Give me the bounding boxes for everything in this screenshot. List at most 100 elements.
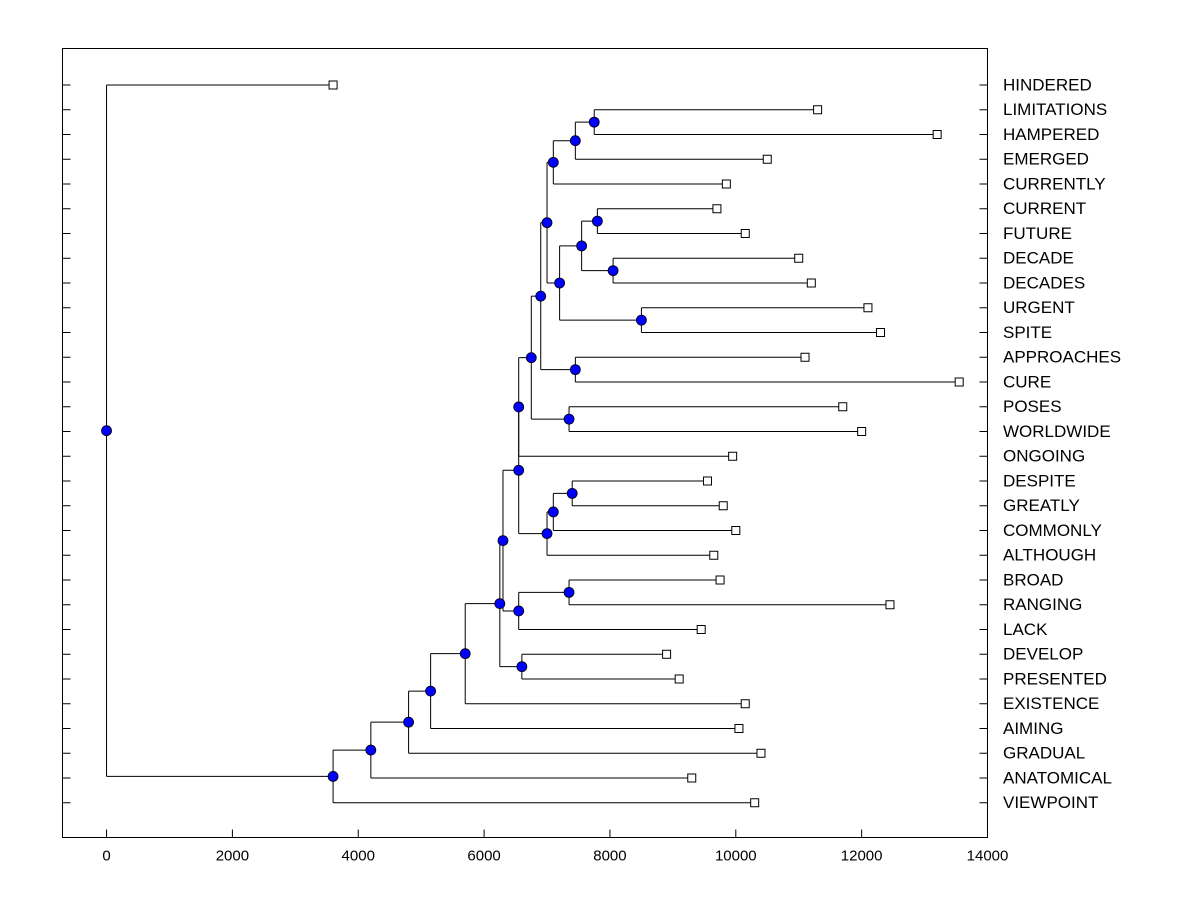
leaf-marker bbox=[674, 674, 684, 684]
leaf-label: SPITE bbox=[1003, 323, 1052, 342]
merge-node-marker bbox=[569, 135, 581, 147]
leaf-label: URGENT bbox=[1003, 298, 1075, 317]
leaf-marker bbox=[662, 649, 672, 659]
merge-node-marker bbox=[547, 506, 559, 518]
x-tick-label: 12000 bbox=[841, 848, 883, 865]
leaf-marker bbox=[721, 179, 731, 189]
leaf-marker bbox=[794, 253, 804, 263]
leaf-marker bbox=[750, 798, 760, 808]
merge-node-marker bbox=[425, 685, 437, 697]
x-tick-label: 0 bbox=[102, 848, 110, 865]
leaf-marker bbox=[687, 773, 697, 783]
leaf-marker bbox=[728, 451, 738, 461]
merge-node-marker bbox=[541, 217, 553, 229]
leaf-marker bbox=[715, 575, 725, 585]
leaf-label: DESPITE bbox=[1003, 471, 1076, 490]
leaf-labels: HINDERED LIMITATIONS HAMPERED EMERGED CURREN… bbox=[1003, 75, 1121, 812]
merge-node-marker bbox=[591, 215, 603, 227]
merge-node-marker bbox=[513, 401, 525, 413]
leaf-marker bbox=[954, 377, 964, 387]
merge-node-marker bbox=[497, 535, 509, 547]
leaf-label: POSES bbox=[1003, 397, 1062, 416]
leaf-label: ONGOING bbox=[1003, 447, 1085, 466]
leaf-label: PRESENTED bbox=[1003, 669, 1107, 688]
leaf-label: EMERGED bbox=[1003, 150, 1089, 169]
leaf-marker bbox=[709, 550, 719, 560]
leaf-marker bbox=[702, 476, 712, 486]
leaf-label: DECADES bbox=[1003, 273, 1085, 292]
leaf-label: FUTURE bbox=[1003, 224, 1072, 243]
leaf-label: RANGING bbox=[1003, 595, 1082, 614]
leaf-label: ALTHOUGH bbox=[1003, 546, 1096, 565]
leaf-markers bbox=[328, 80, 964, 808]
leaf-label: HINDERED bbox=[1003, 75, 1092, 94]
merge-node-marker bbox=[541, 528, 553, 539]
leaf-label: GREATLY bbox=[1003, 496, 1080, 515]
x-tick-label: 10000 bbox=[715, 848, 757, 865]
merge-node-markers bbox=[101, 116, 647, 782]
x-tick-label: 6000 bbox=[467, 848, 500, 865]
leaf-marker bbox=[328, 80, 338, 90]
merge-node-marker bbox=[576, 240, 588, 252]
merge-node-marker bbox=[101, 425, 112, 437]
leaf-label: CURRENTLY bbox=[1003, 174, 1106, 193]
leaf-label: AIMING bbox=[1003, 719, 1063, 738]
dendrogram-branches bbox=[106, 84, 960, 804]
leaf-marker bbox=[718, 501, 728, 511]
leaf-marker bbox=[762, 154, 772, 164]
x-tick-label: 2000 bbox=[216, 848, 249, 865]
leaf-label: DEVELOP bbox=[1003, 645, 1083, 664]
leaf-marker bbox=[857, 427, 867, 436]
leaf-marker bbox=[813, 105, 823, 115]
leaf-marker bbox=[731, 526, 741, 535]
leaf-marker bbox=[863, 303, 873, 313]
leaf-label: LIMITATIONS bbox=[1003, 100, 1107, 119]
merge-node-marker bbox=[365, 744, 377, 756]
leaf-label: HAMPERED bbox=[1003, 125, 1099, 144]
leaf-marker bbox=[740, 699, 750, 709]
merge-node-marker bbox=[554, 277, 566, 289]
leaf-marker bbox=[932, 130, 942, 139]
merge-node-marker bbox=[513, 605, 525, 617]
leaf-label: APPROACHES bbox=[1003, 348, 1121, 367]
leaf-label: VIEWPOINT bbox=[1003, 793, 1098, 812]
leaf-marker bbox=[696, 625, 706, 634]
leaf-label: COMMONLY bbox=[1003, 521, 1102, 540]
merge-node-marker bbox=[636, 314, 647, 326]
leaf-label: LACK bbox=[1003, 620, 1048, 639]
merge-node-marker bbox=[403, 716, 414, 728]
leaf-label: ANATOMICAL bbox=[1003, 768, 1112, 787]
merge-node-marker bbox=[513, 464, 525, 476]
leaf-marker bbox=[838, 402, 848, 412]
merge-node-marker bbox=[327, 771, 339, 782]
leaf-marker bbox=[800, 352, 810, 362]
leaf-label: WORLDWIDE bbox=[1003, 422, 1111, 441]
x-tick-label: 14000 bbox=[967, 848, 1009, 865]
leaf-label: DECADE bbox=[1003, 249, 1074, 268]
merge-node-marker bbox=[569, 364, 581, 376]
merge-node-marker bbox=[525, 352, 537, 364]
leaf-marker bbox=[806, 278, 816, 288]
merge-node-marker bbox=[494, 598, 506, 610]
leaf-marker bbox=[712, 204, 722, 214]
leaf-label: GRADUAL bbox=[1003, 744, 1085, 763]
merge-node-marker bbox=[459, 648, 471, 660]
merge-node-marker bbox=[566, 487, 578, 499]
leaf-label: CURE bbox=[1003, 372, 1051, 391]
merge-node-marker bbox=[535, 290, 547, 302]
x-tick-label: 4000 bbox=[342, 848, 375, 865]
x-axis-tick-labels: 0 2000 4000 6000 8000 10000 12000 14000 bbox=[102, 848, 1008, 865]
plot-frame bbox=[62, 48, 988, 838]
merge-node-marker bbox=[563, 413, 575, 425]
merge-node-marker bbox=[547, 156, 559, 168]
merge-node-marker bbox=[516, 661, 528, 673]
leaf-marker bbox=[740, 229, 750, 238]
leaf-label: CURRENT bbox=[1003, 199, 1086, 218]
leaf-marker bbox=[734, 724, 744, 733]
x-tick-label: 8000 bbox=[593, 848, 626, 865]
merge-node-marker bbox=[607, 265, 619, 277]
leaf-marker bbox=[756, 748, 766, 758]
leaf-label: EXISTENCE bbox=[1003, 694, 1099, 713]
leaf-marker bbox=[885, 600, 895, 610]
